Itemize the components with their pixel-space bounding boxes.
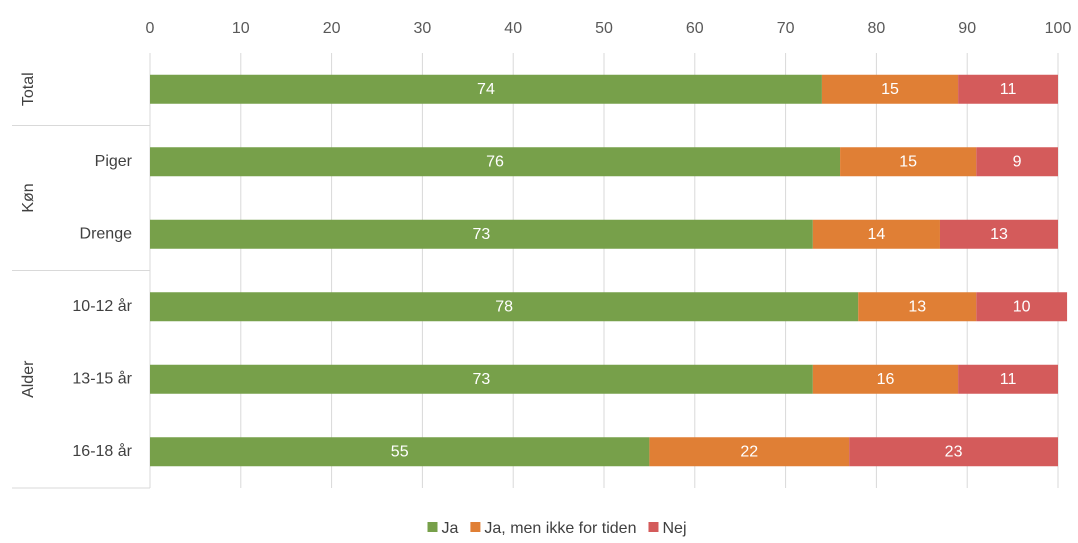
category-label: Piger	[95, 153, 133, 170]
legend-label: Nej	[662, 520, 686, 537]
data-label: 14	[868, 226, 886, 243]
bar-segment	[976, 147, 1058, 177]
legend-swatch	[470, 522, 481, 532]
data-label: 76	[486, 153, 504, 170]
bar-segment	[849, 437, 1058, 467]
category-label: 10-12 år	[72, 297, 132, 315]
bar-segment	[812, 364, 959, 394]
data-label: 15	[881, 81, 899, 98]
x-tick-label: 20	[323, 20, 341, 37]
data-label: 13	[908, 298, 926, 315]
category-label: 16-18 år	[72, 442, 132, 460]
data-labels: 74 15 11 76 15 9 73 14 13 78 13 10 73 16 11 55 22 23	[391, 81, 1031, 461]
group-label: Total	[20, 72, 37, 106]
x-tick-label: 10	[232, 20, 250, 37]
group-label: Alder	[20, 360, 37, 398]
legend-label: Ja, men ikke for tiden	[484, 520, 636, 537]
x-tick-label: 60	[686, 20, 704, 37]
bar-segment	[150, 292, 859, 322]
x-tick-label: 40	[504, 20, 522, 37]
x-axis-tick-labels: 0 10 20 30 40 50 60 70 80 90 100	[146, 20, 1072, 37]
data-label: 23	[945, 443, 963, 460]
group-label: Køn	[20, 183, 37, 212]
x-tick-label: 0	[146, 20, 155, 37]
bar-segment	[150, 219, 813, 249]
data-label: 15	[899, 153, 917, 170]
data-label: 10	[1013, 298, 1031, 315]
legend-label: Ja	[442, 520, 459, 537]
bars	[150, 74, 1068, 467]
data-label: 73	[473, 226, 491, 243]
data-label: 73	[473, 371, 491, 388]
x-tick-label: 30	[414, 20, 432, 37]
legend-swatch	[648, 522, 659, 532]
legend: Ja Ja, men ikke for tiden Nej	[427, 520, 687, 537]
data-label: 78	[495, 298, 513, 315]
category-label: Drenge	[80, 225, 133, 242]
bar-segment	[649, 437, 850, 467]
x-tick-label: 70	[777, 20, 795, 37]
x-tick-label: 50	[595, 20, 613, 37]
bar-segment	[976, 292, 1068, 322]
legend-swatch	[427, 522, 438, 532]
data-label: 16	[877, 371, 895, 388]
bar-segment	[840, 147, 977, 177]
x-tick-label: 90	[958, 20, 976, 37]
data-label: 11	[1000, 371, 1017, 388]
bar-segment	[939, 219, 1058, 249]
x-tick-label: 100	[1045, 20, 1072, 37]
category-axis: Total Køn Piger Drenge Alder 10-12 år 13-15 år…	[12, 72, 150, 489]
bar-segment	[812, 219, 940, 249]
bar-segment	[150, 437, 650, 467]
data-label: 9	[1013, 153, 1022, 170]
data-label: 55	[391, 443, 409, 460]
data-label: 22	[740, 443, 758, 460]
data-label: 13	[990, 226, 1008, 243]
bar-segment	[958, 364, 1058, 394]
bar-segment	[150, 74, 822, 104]
data-label: 74	[477, 81, 495, 98]
x-tick-label: 80	[868, 20, 886, 37]
bar-segment	[150, 364, 813, 394]
gridlines	[149, 53, 1059, 488]
bar-segment	[958, 74, 1058, 104]
bar-segment	[858, 292, 977, 322]
bar-segment	[821, 74, 959, 104]
category-label: 13-15 år	[72, 369, 132, 387]
data-label: 11	[1000, 81, 1017, 98]
bar-segment	[150, 147, 841, 177]
